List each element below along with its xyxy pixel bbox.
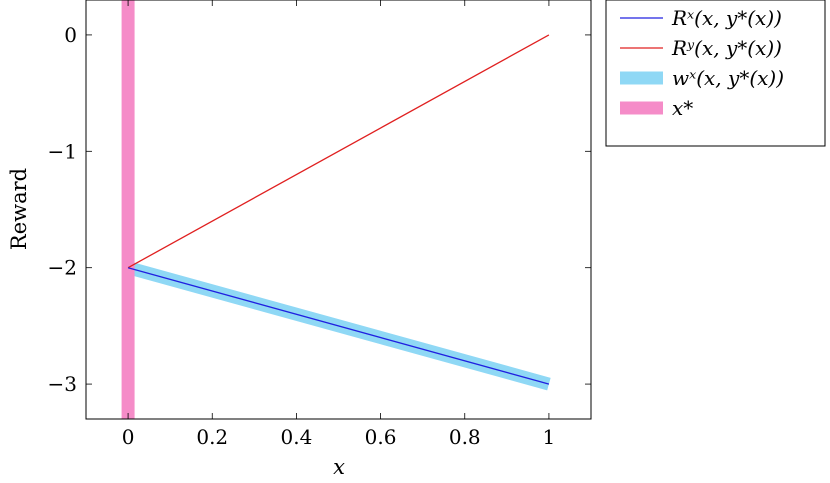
plot-frame: [85, 0, 592, 420]
x-axis-label: x: [333, 455, 345, 479]
axes: 0 0.2 0.4 0.6 0.8 1 −3 −2 −1 0: [48, 0, 592, 449]
x-tick-label: 1: [543, 425, 556, 449]
y-axis-label: Reward: [7, 168, 31, 250]
legend: Rˣ(x, y*(x)) Rʸ(x, y*(x)) wˣ(x, y*(x)) x*: [605, 0, 826, 147]
x-tick-label: 0.8: [449, 425, 481, 449]
y-tick-label: −3: [48, 372, 77, 396]
plot-content: [121, 0, 551, 419]
y-tick-label: −2: [48, 256, 77, 280]
plot-area: [121, 0, 551, 419]
x-tick-label: 0.6: [365, 425, 397, 449]
legend-item-rx-label: Rˣ(x, y*(x)): [671, 6, 782, 30]
legend-item-xstar-label: x*: [672, 96, 693, 120]
series-line-ry: [127, 34, 550, 269]
series-line-rx: [127, 267, 550, 385]
x-tick-label: 0: [122, 425, 135, 449]
x-tick-label: 0.2: [196, 425, 228, 449]
legend-item-ry-label: Rʸ(x, y*(x)): [671, 36, 782, 60]
y-tick-label: 0: [64, 23, 77, 47]
legend-item-wx-label: wˣ(x, y*(x)): [672, 66, 784, 90]
y-tick-label: −1: [48, 139, 77, 163]
x-tick-label: 0.4: [281, 425, 313, 449]
